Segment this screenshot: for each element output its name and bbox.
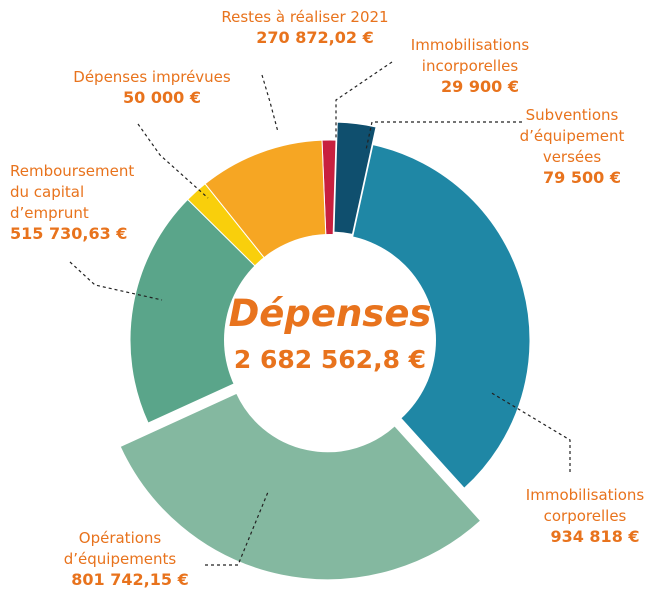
label-text: Opérations [79,529,162,547]
label-text: d’emprunt [10,204,89,222]
leader-line [69,261,163,301]
value-label: 79 500 € [543,168,621,187]
labels: Immobilisations incorporelles 29 900 € Subv… [10,8,644,589]
leader-line [335,61,393,140]
center-total: 2 682 562,8 € [234,345,426,374]
leader-line [261,74,279,133]
slice [333,121,377,235]
value-label: 934 818 € [550,527,639,546]
value-label: 515 730,63 € [10,224,127,243]
label-text: corporelles [544,507,627,525]
value-label: 29 900 € [441,77,519,96]
label-text: Dépenses imprévues [73,68,231,86]
slice [119,392,482,581]
label-text: versées [543,148,602,166]
label-text: Subventions [526,106,619,124]
label-text: Immobilisations [411,36,530,54]
center-title: Dépenses [229,292,432,335]
leader-line [137,123,209,199]
value-label: 50 000 € [123,88,201,107]
label-text: Immobilisations [526,486,645,504]
label-text: du capital [10,183,84,201]
donut-hole [224,234,436,446]
label-text: incorporelles [422,57,519,75]
value-label: 801 742,15 € [71,570,188,589]
leader-line [365,121,522,151]
value-label: 270 872,02 € [256,28,373,47]
label-text: d’équipements [64,550,177,568]
leader-line [489,391,571,472]
leader-line [205,491,269,566]
label-text: Restes à réaliser 2021 [221,8,388,26]
label-text: Remboursement [10,162,134,180]
leader-lines [69,61,571,566]
label-text: d’équipement [520,127,625,145]
